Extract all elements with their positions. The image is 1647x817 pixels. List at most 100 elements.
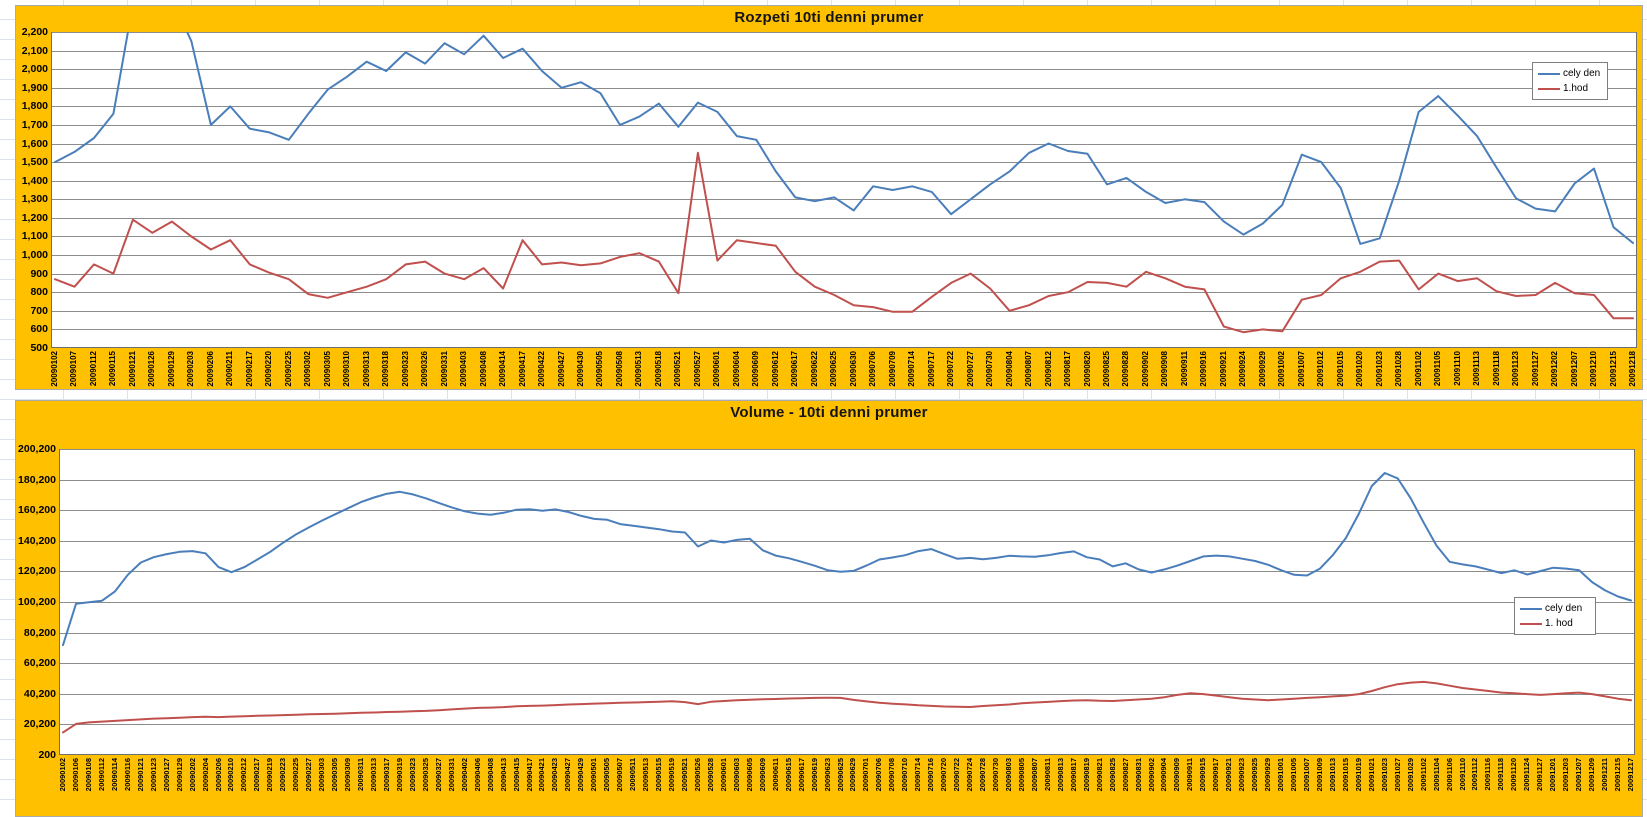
- x-tick-label: 20090722: [946, 351, 956, 387]
- x-tick-label: 20091203: [1561, 758, 1571, 792]
- x-tick-label: 20090601: [712, 351, 722, 387]
- series-line-cely-den: [62, 472, 1632, 647]
- x-tick-label: 20090916: [1199, 351, 1209, 387]
- x-tick-label: 20090605: [744, 758, 754, 792]
- x-tick-label: 20090507: [615, 758, 625, 792]
- x-tick-label: 20091210: [1589, 351, 1599, 387]
- x-tick-label: 20090429: [576, 758, 586, 792]
- y-tick-label: 1,800: [21, 100, 48, 113]
- x-tick-label: 20090202: [187, 758, 197, 792]
- x-tick-label: 20091019: [1353, 758, 1363, 792]
- x-tick-label: 20090813: [1055, 758, 1065, 792]
- x-tick-label: 20090414: [498, 351, 508, 387]
- x-tick-label: 20090129: [174, 758, 184, 792]
- legend-line-swatch: [1538, 87, 1560, 90]
- x-tick-label: 20090305: [322, 351, 332, 387]
- plot-canvas: [51, 32, 1637, 348]
- x-tick-label: 20090505: [602, 758, 612, 792]
- x-tick-label: 20090116: [122, 758, 132, 791]
- y-tick-label: 1,700: [21, 118, 48, 131]
- x-tick-label: 20091029: [1405, 758, 1415, 792]
- x-tick-label: 20090817: [1068, 758, 1078, 792]
- y-tick-label: 2,200: [21, 26, 48, 38]
- x-tick-label: 20091106: [1444, 758, 1454, 791]
- x-tick-label: 20091007: [1302, 758, 1312, 792]
- x-tick-label: 20090127: [161, 758, 171, 792]
- x-tick-label: 20090406: [472, 758, 482, 792]
- x-tick-label: 20090804: [1004, 351, 1014, 387]
- x-tick-label: 20090921: [1224, 758, 1234, 792]
- y-tick-label: 20,200: [23, 718, 56, 731]
- x-tick-label: 20090519: [667, 758, 677, 792]
- x-tick-label: 20090521: [673, 351, 683, 387]
- y-tick-label: 800: [30, 286, 48, 299]
- x-tick-label: 20090413: [498, 758, 508, 792]
- x-tick-label: 20090730: [991, 758, 1001, 792]
- x-tick-label: 20090417: [524, 758, 534, 792]
- legend: cely den 1.hod: [1532, 62, 1608, 100]
- legend-line-swatch: [1520, 607, 1542, 610]
- x-tick-label: 20090210: [226, 758, 236, 792]
- x-tick-label: 20090325: [420, 758, 430, 792]
- x-tick-label: 20090115: [108, 351, 118, 387]
- x-tick-label: 20090206: [213, 758, 223, 792]
- x-tick-label: 20090722: [952, 758, 962, 792]
- y-tick-label: 1,900: [21, 81, 48, 94]
- x-tick-label: 20090309: [343, 758, 353, 792]
- x-tick-label: 20090521: [680, 758, 690, 792]
- x-tick-label: 20091028: [1394, 351, 1404, 387]
- legend-item: cely den: [1538, 68, 1602, 79]
- x-tick-label: 20090728: [978, 758, 988, 792]
- chart-volume[interactable]: Volume - 10ti denni prumer 200,200 180,20…: [15, 400, 1643, 817]
- x-tick-label: 20090220: [264, 351, 274, 387]
- x-tick-label: 20090902: [1140, 351, 1150, 387]
- x-tick-label: 20090219: [265, 758, 275, 792]
- x-tick-label: 20090421: [537, 758, 547, 792]
- x-tick-label: 20090427: [556, 351, 566, 387]
- x-tick-label: 20091127: [1530, 351, 1540, 387]
- x-tick-label: 20090408: [485, 758, 495, 792]
- x-tick-label: 20090204: [200, 758, 210, 792]
- x-tick-label: 20090710: [900, 758, 910, 792]
- x-tick-label: 20090609: [757, 758, 767, 792]
- x-tick-label: 20091020: [1355, 351, 1365, 387]
- x-tick-label: 20090619: [809, 758, 819, 792]
- y-tick-label: 40,200: [23, 687, 56, 700]
- x-tick-label: 20090701: [861, 758, 871, 792]
- x-tick-label: 20091217: [1626, 758, 1635, 792]
- x-tick-label: 20090831: [1133, 758, 1143, 792]
- x-tick-label: 20090803: [1003, 758, 1013, 792]
- legend-line-swatch: [1538, 72, 1560, 75]
- chart-rozpeti[interactable]: Rozpeti 10ti denni prumer 2,200 2,100 2,00…: [15, 5, 1643, 390]
- x-tick-label: 20091207: [1574, 758, 1584, 792]
- x-tick-label: 20090102: [58, 758, 67, 792]
- y-tick-label: 60,200: [23, 657, 56, 670]
- x-tick-label: 20091211: [1600, 758, 1610, 791]
- x-tick-label: 20090805: [1016, 758, 1026, 792]
- x-tick-label: 20090706: [868, 351, 878, 387]
- x-tick-label: 20090123: [148, 758, 158, 792]
- x-tick-label: 20091015: [1335, 351, 1345, 387]
- x-tick-label: 20090121: [127, 351, 137, 387]
- x-tick-label: 20091124: [1522, 758, 1532, 791]
- x-tick-label: 20090617: [796, 758, 806, 792]
- x-tick-label: 20091207: [1569, 351, 1579, 387]
- x-tick-label: 20091102: [1413, 351, 1423, 387]
- x-tick-label: 20090601: [718, 758, 728, 792]
- x-tick-label: 20091123: [1511, 351, 1521, 387]
- x-tick-label: 20090730: [985, 351, 995, 387]
- x-tick-label: 20090302: [303, 351, 313, 387]
- x-tick-label: 20091012: [1316, 351, 1326, 387]
- x-tick-label: 20090921: [1218, 351, 1228, 387]
- x-tick-label: 20090820: [1082, 351, 1092, 387]
- x-tick-label: 20090206: [205, 351, 215, 387]
- x-tick-label: 20090114: [109, 758, 119, 791]
- x-tick-label: 20090217: [252, 758, 262, 792]
- legend-item: 1. hod: [1520, 618, 1590, 629]
- x-tick-label: 20090716: [926, 758, 936, 792]
- x-tick-label: 20090108: [83, 758, 93, 792]
- x-tick-label: 20090528: [705, 758, 715, 792]
- x-tick-label: 20091002: [1277, 351, 1287, 387]
- plot-area: [59, 449, 1635, 755]
- x-tick-label: 20090917: [1211, 758, 1221, 792]
